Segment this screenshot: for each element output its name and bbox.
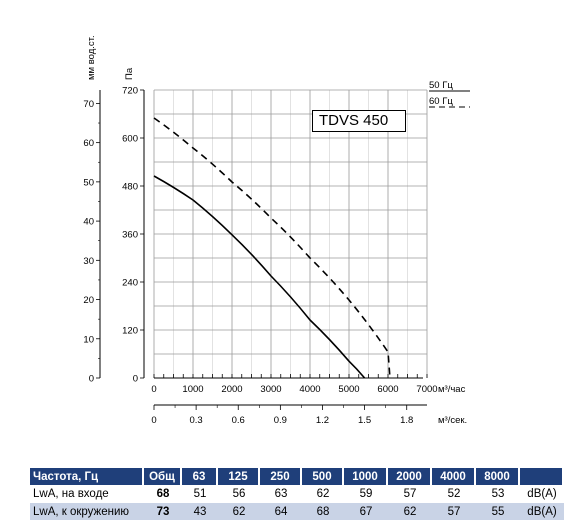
- header-cell: 500: [302, 468, 344, 485]
- y-axis-mm-unit: мм вод.ст.: [86, 35, 97, 80]
- x-axis-secondary-tick-label: 1.8: [400, 415, 413, 426]
- value-cell: 68: [302, 502, 344, 520]
- x-axis-secondary-tick-label: 0.3: [190, 415, 203, 426]
- header-cell: 250: [260, 468, 302, 485]
- total-cell: 68: [144, 485, 182, 502]
- y-axis-mm-tick-label: 10: [83, 334, 94, 345]
- y-axis-pa-tick-label: 0: [133, 374, 138, 385]
- y-axis-pa-tick-label: 360: [122, 230, 138, 241]
- chart-grid: [153, 89, 428, 378]
- y-axis-mm-tick-label: 70: [83, 99, 94, 110]
- x-axis-tick-label: 6000: [377, 384, 398, 395]
- chart-axes: [96, 89, 428, 410]
- legend-label: 60 Гц: [429, 96, 453, 107]
- unit-cell: dB(A): [520, 502, 564, 520]
- value-cell: 62: [218, 502, 260, 520]
- fan-curve-chart: 0 120 240 360 480 600 720 Па 0 10 20 30 40 50 60 70 мм в…: [83, 35, 470, 426]
- value-cell: 57: [388, 485, 432, 502]
- y-axis-pa-unit: Па: [124, 67, 135, 80]
- series-line-50hz: [153, 175, 366, 379]
- value-cell: 63: [260, 485, 302, 502]
- chart-curves: [153, 117, 391, 379]
- y-axis-mm-tick-label: 50: [83, 177, 94, 188]
- y-axis-mm-tick-label: 40: [83, 217, 94, 228]
- x-axis-tick-label: 2000: [221, 384, 242, 395]
- x-axis-secondary-tick-label: 0.9: [274, 415, 287, 426]
- header-cell: Общ: [144, 468, 182, 485]
- x-axis-tick-label: 0: [151, 384, 156, 395]
- y-axis-pa-tick-label: 120: [122, 326, 138, 337]
- row-label: LwA, к окружению: [30, 502, 144, 520]
- header-cell: Частота, Гц: [30, 468, 144, 485]
- header-cell: 2000: [388, 468, 432, 485]
- header-cell: 1000: [344, 468, 388, 485]
- x-axis-secondary-tick-label: 0: [151, 415, 156, 426]
- value-cell: 59: [344, 485, 388, 502]
- y-axis-pa-tick-label: 240: [122, 278, 138, 289]
- value-cell: 51: [182, 485, 218, 502]
- total-cell: 73: [144, 502, 182, 520]
- y-axis-pa-tick-label: 720: [122, 86, 138, 97]
- y-axis-mm-tick-label: 30: [83, 256, 94, 267]
- chart-title: TDVS 450: [312, 110, 406, 132]
- header-cell: 4000: [432, 468, 476, 485]
- x-axis-secondary-tick-label: 1.2: [316, 415, 329, 426]
- unit-cell: dB(A): [520, 485, 564, 502]
- x-axis-secondary-unit: м³/сек.: [438, 415, 467, 426]
- header-cell: 125: [218, 468, 260, 485]
- value-cell: 62: [388, 502, 432, 520]
- x-axis-tick-label: 7000: [416, 384, 437, 395]
- table-row: LwA, к окружению 73 43 62 64 68 67 62 57…: [30, 502, 564, 520]
- value-cell: 53: [476, 485, 520, 502]
- x-axis-secondary-tick-label: 1.5: [358, 415, 371, 426]
- y-axis-pa-tick-label: 480: [122, 182, 138, 193]
- x-axis-tick-label: 4000: [299, 384, 320, 395]
- header-cell: [520, 468, 564, 485]
- x-axis-unit: м³/час: [438, 384, 466, 395]
- noise-table-header-row: Частота, Гц Общ 63 125 250 500 1000 2000…: [30, 468, 564, 485]
- series-line-60hz: [153, 117, 391, 379]
- x-axis-tick-label: 5000: [338, 384, 359, 395]
- value-cell: 57: [432, 502, 476, 520]
- value-cell: 64: [260, 502, 302, 520]
- table-row: LwA, на входе 68 51 56 63 62 59 57 52 53…: [30, 485, 564, 502]
- value-cell: 52: [432, 485, 476, 502]
- y-axis-mm-tick-label: 60: [83, 138, 94, 149]
- x-axis-tick-label: 3000: [260, 384, 281, 395]
- value-cell: 67: [344, 502, 388, 520]
- header-cell: 63: [182, 468, 218, 485]
- y-axis-pa-tick-label: 600: [122, 134, 138, 145]
- value-cell: 55: [476, 502, 520, 520]
- legend-label: 50 Гц: [429, 80, 453, 91]
- row-label: LwA, на входе: [30, 485, 144, 502]
- x-axis-secondary-tick-label: 0.6: [232, 415, 245, 426]
- x-axis-tick-label: 1000: [182, 384, 203, 395]
- header-cell: 8000: [476, 468, 520, 485]
- noise-table: Частота, Гц Общ 63 125 250 500 1000 2000…: [30, 468, 564, 520]
- value-cell: 56: [218, 485, 260, 502]
- y-axis-mm-tick-label: 0: [89, 374, 94, 385]
- y-axis-mm-tick-label: 20: [83, 295, 94, 306]
- value-cell: 62: [302, 485, 344, 502]
- value-cell: 43: [182, 502, 218, 520]
- chart-labels: 0 120 240 360 480 600 720 Па 0 10 20 30 40 50 60 70 мм в…: [83, 35, 470, 426]
